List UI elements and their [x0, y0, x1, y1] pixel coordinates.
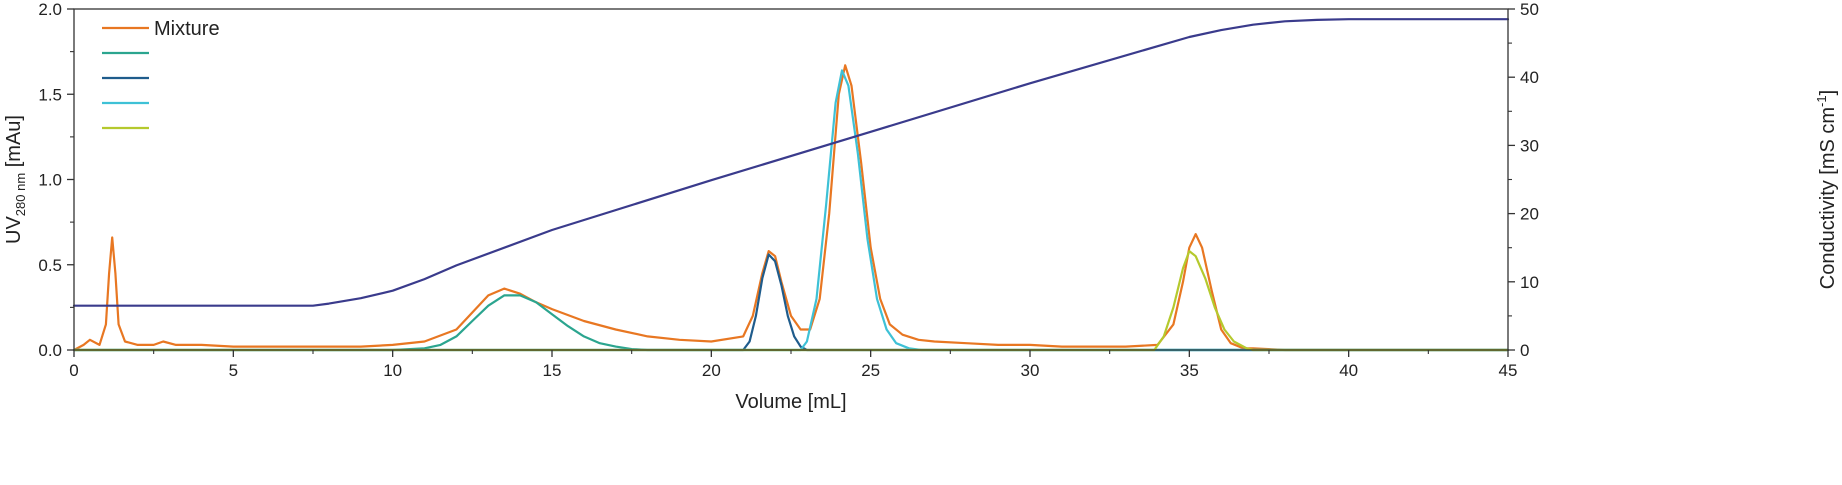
- x-tick-label: 15: [543, 361, 562, 380]
- y2-tick-label: 30: [1520, 136, 1539, 155]
- y2-axis-title-end: ]: [1817, 90, 1839, 96]
- x-tick-label: 45: [1499, 361, 1518, 380]
- y2-axis-title-main: Conductivity [mS cm: [1817, 107, 1839, 289]
- y-tick-label: 0.5: [38, 256, 62, 275]
- y2-tick-label: 50: [1520, 0, 1539, 19]
- y-tick-label: 0.0: [38, 341, 62, 360]
- y2-tick-label: 20: [1520, 205, 1539, 224]
- x-tick-label: 35: [1180, 361, 1199, 380]
- plot-frame: [73, 8, 1509, 351]
- x-axis-title: Volume [mL]: [735, 391, 846, 413]
- x-tick-label: 25: [861, 361, 880, 380]
- x-tick-label: 10: [383, 361, 402, 380]
- x-tick-label: 30: [1021, 361, 1040, 380]
- series-layer: [72, 18, 1510, 352]
- series-line-5: [72, 18, 1510, 307]
- y-axis-title-unit: [mAu]: [3, 115, 25, 173]
- series-line-3: [72, 69, 1510, 352]
- x-tick-label: 40: [1339, 361, 1358, 380]
- legend-label: Mixture: [154, 18, 220, 40]
- y2-tick-label: 10: [1520, 273, 1539, 292]
- y-tick-label: 1.5: [38, 85, 62, 104]
- series-line-0: [72, 64, 1510, 352]
- y2-axis-title-sup: -1: [1814, 95, 1829, 107]
- series-line-2: [72, 253, 1510, 352]
- y2-tick-label: 0: [1520, 341, 1529, 360]
- x-axis: 0 5 10 15 20 25 30 35 40 45: [69, 350, 1517, 380]
- x-tick-label: 0: [69, 361, 78, 380]
- series-line-1: [72, 294, 1510, 352]
- y-tick-label: 2.0: [38, 0, 62, 19]
- y-axis-left: 0.0 0.5 1.0 1.5 2.0: [38, 0, 74, 360]
- y2-tick-label: 40: [1520, 68, 1539, 87]
- legend: Mixture: [102, 18, 220, 130]
- y-axis-title: UV280 nm [mAu]: [3, 115, 28, 244]
- y2-axis-title: Conductivity [mS cm-1]: [1814, 90, 1839, 289]
- y-tick-label: 1.0: [38, 171, 62, 190]
- y-axis-title-main: UV: [3, 216, 25, 244]
- y-axis-right: 0 10 20 30 40 50: [1508, 0, 1539, 360]
- x-tick-label: 20: [702, 361, 721, 380]
- x-tick-label: 5: [229, 361, 238, 380]
- series-line-4: [72, 250, 1510, 352]
- y-axis-title-sub: 280 nm: [13, 173, 28, 216]
